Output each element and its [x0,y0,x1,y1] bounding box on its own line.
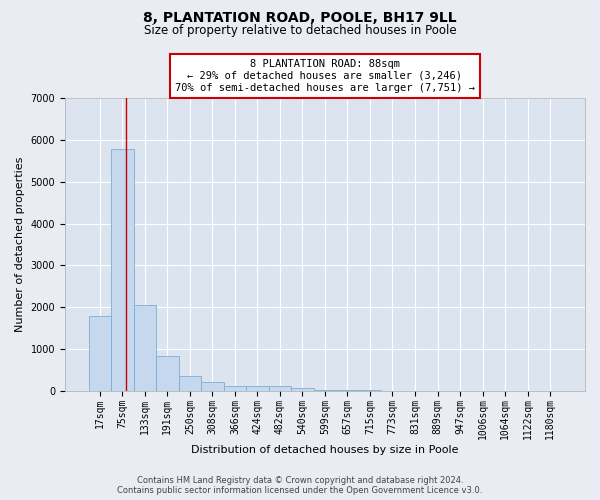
Y-axis label: Number of detached properties: Number of detached properties [15,157,25,332]
Text: Contains HM Land Registry data © Crown copyright and database right 2024.
Contai: Contains HM Land Registry data © Crown c… [118,476,482,495]
Bar [156,356,179,390]
Bar [179,376,201,390]
X-axis label: Distribution of detached houses by size in Poole: Distribution of detached houses by size … [191,445,459,455]
Bar [246,386,269,390]
Bar [111,150,134,390]
Bar [224,386,246,390]
Bar [269,386,291,390]
Text: Size of property relative to detached houses in Poole: Size of property relative to detached ho… [143,24,457,37]
Text: 8, PLANTATION ROAD, POOLE, BH17 9LL: 8, PLANTATION ROAD, POOLE, BH17 9LL [143,11,457,25]
Bar [201,382,224,390]
Bar [291,388,314,390]
Bar [89,316,111,390]
Text: 8 PLANTATION ROAD: 88sqm
← 29% of detached houses are smaller (3,246)
70% of sem: 8 PLANTATION ROAD: 88sqm ← 29% of detach… [175,60,475,92]
Bar [134,305,156,390]
